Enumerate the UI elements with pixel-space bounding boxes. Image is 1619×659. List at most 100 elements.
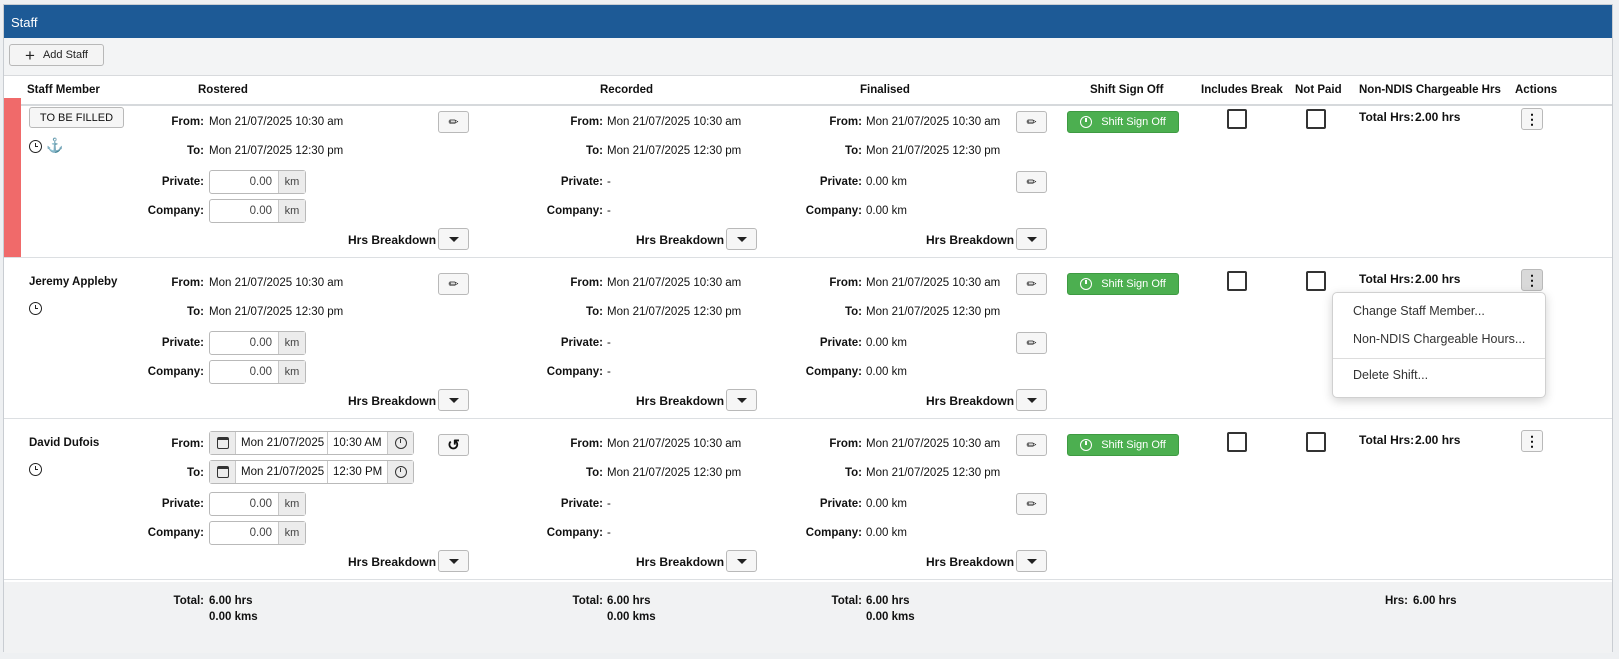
recorded-from-value: Mon 21/07/2025 10:30 am bbox=[607, 277, 742, 289]
pencil-icon: ✏ bbox=[1026, 336, 1037, 350]
menu-item-change-staff[interactable]: Change Staff Member... bbox=[1353, 304, 1485, 318]
shift-sign-off-button[interactable]: Shift Sign Off bbox=[1067, 434, 1179, 456]
undo-icon: ↺ bbox=[447, 437, 460, 454]
hrs-breakdown-label: Hrs Breakdown bbox=[636, 233, 725, 247]
rostered-to-label: To: bbox=[186, 145, 204, 157]
finalised-to-label: To: bbox=[844, 145, 862, 157]
hrs-breakdown-toggle[interactable] bbox=[1016, 389, 1047, 411]
includes-break-checkbox[interactable] bbox=[1227, 271, 1247, 291]
col-finalised[interactable]: Finalised bbox=[860, 84, 910, 96]
col-actions[interactable]: Actions bbox=[1515, 84, 1558, 96]
finalised-private-value: 0.00 km bbox=[866, 176, 907, 188]
from-time-input[interactable]: 10:30 AM bbox=[333, 437, 382, 449]
time-picker-button[interactable] bbox=[387, 432, 413, 454]
finalised-company-label: Company: bbox=[805, 527, 862, 539]
not-paid-checkbox[interactable] bbox=[1306, 432, 1326, 452]
finalised-private-value: 0.00 km bbox=[866, 337, 907, 349]
shift-row: David Dufois From: Mon 21/07/2025 10:30 … bbox=[4, 420, 1612, 580]
clock-icon bbox=[394, 466, 407, 478]
hrs-breakdown-label: Hrs Breakdown bbox=[636, 555, 725, 569]
shift-sign-off-button[interactable]: Shift Sign Off bbox=[1067, 111, 1179, 133]
calendar-button[interactable] bbox=[210, 461, 236, 483]
private-km-input[interactable]: 0.00 km bbox=[209, 331, 306, 355]
hrs-breakdown-toggle[interactable] bbox=[438, 550, 469, 572]
to-be-filled-button[interactable]: TO BE FILLED bbox=[29, 107, 124, 128]
edit-finalised-km-button[interactable]: ✏ bbox=[1016, 171, 1047, 193]
to-date-input[interactable]: Mon 21/07/2025 bbox=[236, 461, 328, 483]
edit-finalised-button[interactable]: ✏ bbox=[1016, 111, 1047, 133]
recorded-to-value: Mon 21/07/2025 12:30 pm bbox=[607, 145, 742, 157]
chevron-down-icon bbox=[448, 236, 459, 242]
hrs-breakdown-toggle[interactable] bbox=[726, 550, 757, 572]
from-date-input[interactable]: Mon 21/07/2025 bbox=[236, 432, 328, 454]
time-picker-button[interactable] bbox=[387, 461, 413, 483]
recorded-from-value: Mon 21/07/2025 10:30 am bbox=[607, 116, 742, 128]
rostered-total-label: Total: bbox=[173, 595, 204, 607]
toolbar: + Add Staff bbox=[4, 38, 1612, 76]
actions-menu-button[interactable]: ⋮ bbox=[1521, 269, 1543, 291]
rostered-from-label: From: bbox=[171, 438, 204, 450]
private-km-input[interactable]: 0.00 km bbox=[209, 492, 306, 516]
hrs-breakdown-toggle[interactable] bbox=[1016, 228, 1047, 250]
finalised-from-value: Mon 21/07/2025 10:30 am bbox=[866, 116, 1001, 128]
pencil-icon: ✏ bbox=[1026, 277, 1037, 291]
edit-rostered-button[interactable]: ✏ bbox=[438, 273, 469, 295]
calendar-button[interactable] bbox=[210, 432, 236, 454]
actions-menu-button[interactable]: ⋮ bbox=[1521, 430, 1543, 452]
hrs-breakdown-toggle[interactable] bbox=[438, 389, 469, 411]
recorded-private-label: Private: bbox=[560, 498, 603, 510]
includes-break-checkbox[interactable] bbox=[1227, 109, 1247, 129]
panel-title: Staff bbox=[4, 5, 1612, 38]
col-recorded[interactable]: Recorded bbox=[600, 84, 654, 96]
to-time-input[interactable]: 12:30 PM bbox=[333, 466, 383, 478]
hrs-breakdown-toggle[interactable] bbox=[1016, 550, 1047, 572]
private-km-input[interactable]: 0.00 km bbox=[209, 170, 306, 194]
finalised-from-label: From: bbox=[829, 277, 862, 289]
edit-finalised-button[interactable]: ✏ bbox=[1016, 273, 1047, 295]
company-km-input[interactable]: 0.00 km bbox=[209, 521, 306, 545]
finalised-private-label: Private: bbox=[819, 176, 862, 188]
recorded-private-label: Private: bbox=[560, 176, 603, 188]
col-staff-member[interactable]: Staff Member bbox=[27, 84, 100, 96]
recorded-to-value: Mon 21/07/2025 12:30 pm bbox=[607, 467, 742, 479]
chevron-down-icon bbox=[1026, 236, 1037, 242]
edit-rostered-button[interactable]: ✏ bbox=[438, 111, 469, 133]
col-rostered[interactable]: Rostered bbox=[198, 84, 248, 96]
column-headers: Staff Member Rostered Recorded Finalised… bbox=[4, 76, 1612, 106]
rostered-to-value: Mon 21/07/2025 12:30 pm bbox=[209, 145, 344, 157]
menu-item-delete-shift[interactable]: Delete Shift... bbox=[1353, 368, 1429, 382]
actions-menu-button[interactable]: ⋮ bbox=[1521, 108, 1543, 130]
menu-item-non-ndis-hours[interactable]: Non-NDIS Chargeable Hours... bbox=[1353, 332, 1526, 346]
hrs-breakdown-toggle[interactable] bbox=[726, 389, 757, 411]
finalised-from-label: From: bbox=[829, 116, 862, 128]
col-not-paid[interactable]: Not Paid bbox=[1295, 84, 1342, 96]
finalised-total-label: Total: bbox=[831, 595, 862, 607]
company-km-input[interactable]: 0.00 km bbox=[209, 360, 306, 384]
not-paid-checkbox[interactable] bbox=[1306, 271, 1326, 291]
company-label: Company: bbox=[147, 205, 204, 217]
edit-finalised-km-button[interactable]: ✏ bbox=[1016, 332, 1047, 354]
col-shift-sign-off[interactable]: Shift Sign Off bbox=[1090, 84, 1164, 96]
col-non-ndis[interactable]: Non-NDIS Chargeable Hrs bbox=[1359, 84, 1501, 96]
clock-icon bbox=[394, 437, 407, 449]
company-km-input[interactable]: 0.00 km bbox=[209, 199, 306, 223]
pencil-icon: ✏ bbox=[1026, 438, 1037, 452]
hrs-breakdown-toggle[interactable] bbox=[438, 228, 469, 250]
shift-sign-off-button[interactable]: Shift Sign Off bbox=[1067, 273, 1179, 295]
includes-break-checkbox[interactable] bbox=[1227, 432, 1247, 452]
undo-rostered-button[interactable]: ↺ bbox=[438, 434, 469, 456]
total-hrs-value: 2.00 hrs bbox=[1415, 272, 1461, 286]
col-includes-break[interactable]: Includes Break bbox=[1201, 84, 1283, 96]
not-paid-checkbox[interactable] bbox=[1306, 109, 1326, 129]
add-staff-button[interactable]: + Add Staff bbox=[9, 44, 104, 66]
edit-finalised-km-button[interactable]: ✏ bbox=[1016, 493, 1047, 515]
staff-name: Jeremy Appleby bbox=[29, 276, 118, 288]
edit-finalised-button[interactable]: ✏ bbox=[1016, 434, 1047, 456]
recorded-company-label: Company: bbox=[546, 527, 603, 539]
finalised-private-label: Private: bbox=[819, 337, 862, 349]
finalised-company-label: Company: bbox=[805, 366, 862, 378]
hrs-breakdown-toggle[interactable] bbox=[726, 228, 757, 250]
chevron-down-icon bbox=[736, 236, 747, 242]
finalised-from-value: Mon 21/07/2025 10:30 am bbox=[866, 438, 1001, 450]
shift-row: TO BE FILLED ⚓ From: Mon 21/07/2025 10:3… bbox=[4, 98, 1612, 258]
